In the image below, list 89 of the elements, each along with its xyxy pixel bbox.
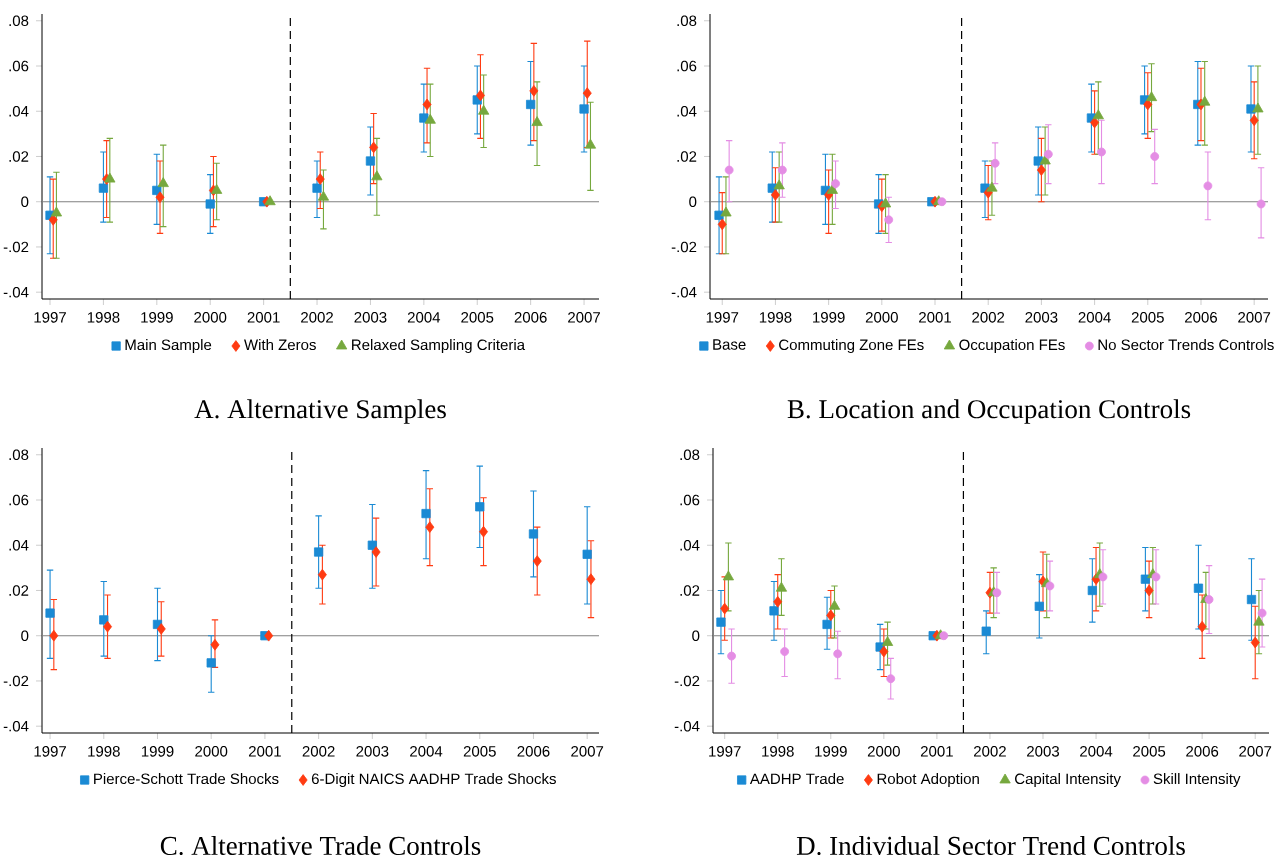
x-tick-label: 2002 [974,746,1006,757]
y-tick-label: .04 [9,539,29,551]
x-tick-label: 1997 [34,312,66,323]
legend-label: Base [713,339,746,350]
y-tick-label: .06 [677,60,697,72]
y-tick-label: .08 [680,449,700,461]
text: A. Alternative Samples [194,399,446,424]
legend-label: Robot Adoption [877,773,979,788]
x-tick-label: 2004 [1078,312,1111,323]
x-tick-label: 2002 [972,312,1005,323]
y-tick-label: .02 [9,585,29,596]
x-tick-label: 2004 [407,312,441,323]
legend-label: AADHP Trade [749,773,844,785]
x-tick-label: 2007 [1238,312,1271,323]
legend-label: Capital Intensity [1015,773,1121,788]
x-tick-label: 2006 [514,312,547,323]
y-tick-label: -.04 [3,720,29,732]
x-tick-label: 2003 [1025,312,1058,323]
y-tick-label: .04 [680,539,700,551]
x-tick-label: 1997 [34,746,66,757]
y-tick-label: .06 [9,494,29,506]
x-tick-label: 2000 [865,312,898,323]
x-tick-label: 1998 [759,312,792,323]
x-tick-label: 2006 [517,746,550,757]
x-tick-label: 1998 [88,746,120,757]
legend-label: Main Sample [125,339,212,354]
x-tick-label: 1997 [709,746,741,757]
text: D. Individual Sector Trend Controls [796,836,1185,856]
x-tick-label: 2007 [571,746,604,757]
y-tick-label: 0 [689,196,697,208]
y-tick-label: .04 [9,105,29,117]
x-tick-label: 2001 [248,746,281,757]
y-tick-label: .08 [9,15,29,27]
y-tick-label: .06 [680,494,700,506]
y-tick-label: 0 [21,196,29,208]
x-tick-label: 2006 [1186,746,1219,757]
y-tick-label: .02 [9,151,29,162]
y-tick-label: .04 [677,105,697,117]
legend-label: Pierce-Schott Trade Shocks [94,773,279,785]
x-tick-label: 1999 [815,746,847,757]
x-tick-label: 2002 [302,746,335,757]
y-tick-label: -.02 [671,241,697,253]
y-tick-label: -.02 [674,675,700,687]
legend-label: With Zeros [244,339,316,351]
y-tick-label: .06 [9,60,29,72]
x-tick-label: 2000 [867,746,900,757]
y-tick-label: .02 [680,585,700,596]
x-tick-label: 2001 [919,312,951,323]
x-tick-label: 2003 [1027,746,1060,757]
x-tick-label: 2000 [194,312,227,323]
y-tick-label: 0 [692,630,700,642]
x-tick-label: 2002 [301,312,333,323]
x-tick-label: 2003 [354,312,387,323]
y-tick-label: -.04 [671,286,697,298]
x-tick-label: 2006 [1185,312,1217,323]
x-tick-label: 1998 [762,746,794,757]
x-tick-label: 2001 [920,746,953,757]
y-tick-label: .08 [9,449,29,461]
x-tick-label: 1999 [813,312,845,323]
y-tick-label: 0 [21,630,29,642]
x-tick-label: 2005 [1131,312,1164,323]
legend-label: 6-Digit NAICS AADHP Trade Shocks [311,773,556,788]
y-tick-label: -.04 [674,720,700,732]
x-tick-label: 1999 [141,746,174,757]
x-tick-label: 2004 [410,746,443,757]
x-tick-label: 1997 [706,312,739,323]
x-tick-label: 1998 [87,312,120,323]
text: B. Location and Occupation Controls [787,399,1191,424]
x-tick-label: 2005 [461,312,494,323]
x-tick-label: 2005 [463,746,496,757]
x-tick-label: 2000 [195,746,228,757]
x-tick-label: 2005 [1133,746,1166,757]
y-tick-label: -.02 [3,241,29,253]
legend-label: Commuting Zone FEs [779,339,924,354]
y-tick-label: -.02 [3,675,29,687]
x-tick-label: 2007 [1239,746,1272,757]
x-tick-label: 2007 [568,312,600,323]
text: C. Alternative Trade Controls [160,836,481,856]
legend-label: Skill Intensity [1153,773,1241,788]
y-tick-label: .08 [677,15,697,27]
legend-label: Relaxed Sampling Criteria [352,339,526,354]
legend-label: No Sector Trends Controls [1098,339,1274,351]
x-tick-label: 2003 [356,746,389,757]
legend-label: Occupation FEs [959,339,1065,354]
x-tick-label: 1999 [141,312,173,323]
x-tick-label: 2004 [1080,746,1113,757]
y-tick-label: .02 [677,151,697,162]
y-tick-label: -.04 [3,286,29,298]
x-tick-label: 2001 [247,312,280,323]
